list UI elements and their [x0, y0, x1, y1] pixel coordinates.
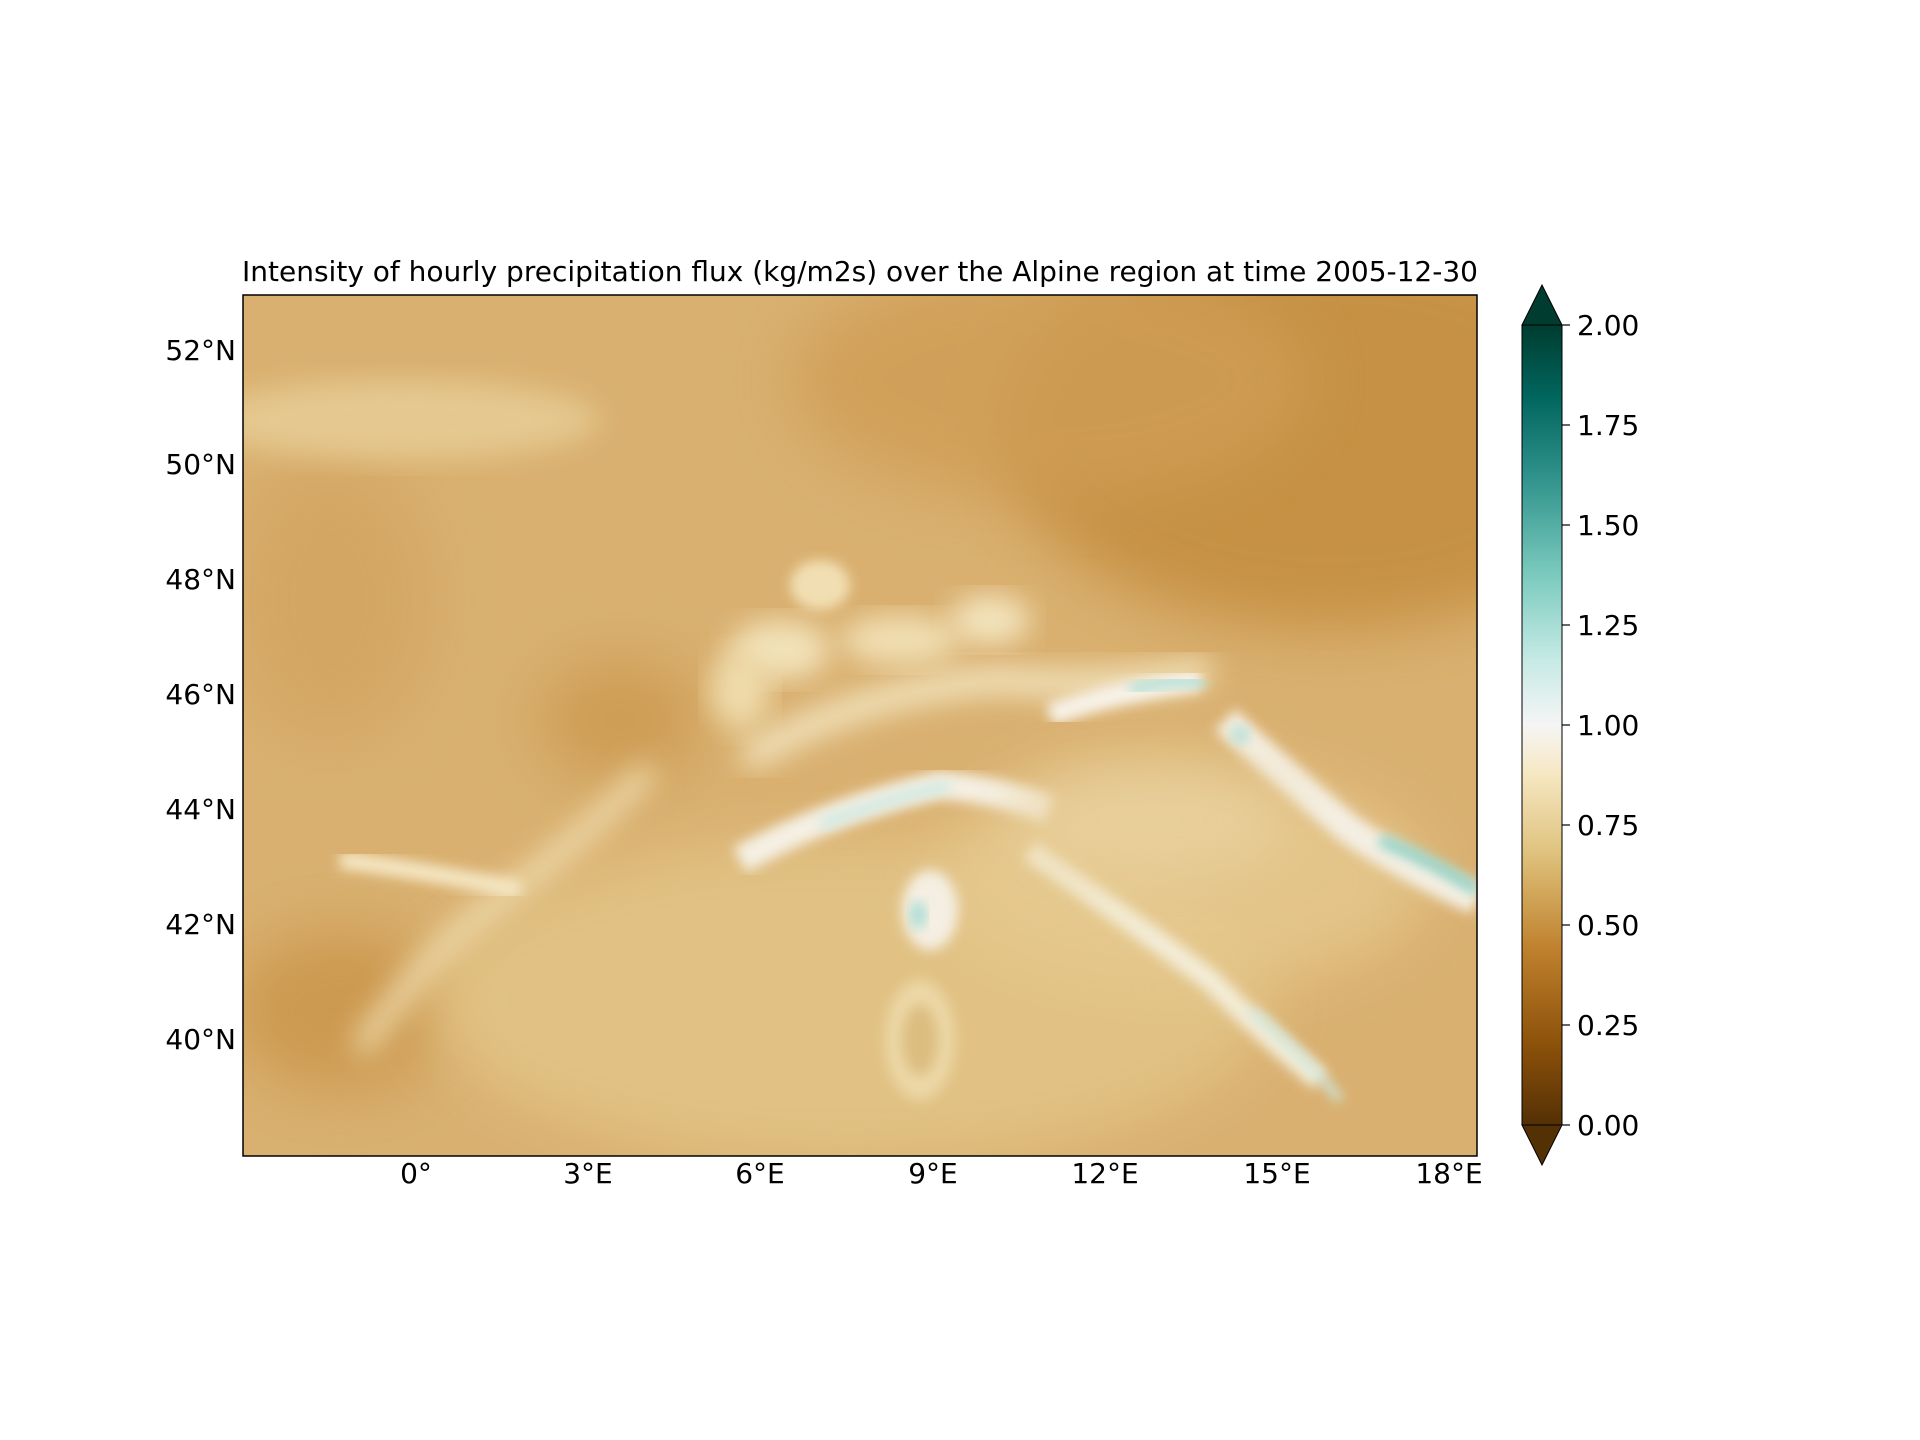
x-tick-label-3: 9°E	[908, 1157, 958, 1190]
y-tick-label-5: 42°N	[165, 908, 236, 941]
colorbar-tick-label: 0.75	[1577, 809, 1639, 842]
x-tick-label-6: 18°E	[1415, 1157, 1482, 1190]
colorbar-extend-min	[1521, 1124, 1563, 1167]
colorbar: 0.00 0.25 0.50 0.75 1.00 1.25 1.50 1.75 2.00	[1521, 283, 1639, 1167]
colorbar-tick-label: 0.50	[1577, 909, 1639, 942]
colorbar-tick-label: 0.25	[1577, 1009, 1639, 1042]
y-tick-label-0: 52°N	[165, 334, 236, 367]
y-axis-ticks: 52°N 50°N 48°N 46°N 44°N 42°N 40°N	[165, 334, 236, 1056]
colorbar-tick-label: 1.25	[1577, 609, 1639, 642]
colorbar-tick-label: 2.00	[1577, 309, 1639, 342]
x-tick-label-0: 0°	[400, 1157, 432, 1190]
colorbar-ticks: 0.00 0.25 0.50 0.75 1.00 1.25 1.50 1.75 2.00	[1562, 309, 1639, 1142]
x-tick-label-4: 12°E	[1071, 1157, 1138, 1190]
colorbar-tick-label: 1.00	[1577, 709, 1639, 742]
colorbar-extend-max	[1521, 283, 1563, 326]
map-frame	[242, 294, 1478, 1157]
x-tick-label-1: 3°E	[563, 1157, 613, 1190]
y-tick-label-3: 46°N	[165, 678, 236, 711]
y-tick-label-1: 50°N	[165, 448, 236, 481]
y-tick-label-2: 48°N	[165, 563, 236, 596]
colorbar-tick-label: 1.75	[1577, 409, 1639, 442]
y-tick-label-4: 44°N	[165, 793, 236, 826]
x-tick-label-5: 15°E	[1243, 1157, 1310, 1190]
colorbar-gradient	[1521, 324, 1563, 1126]
colorbar-tick-label: 1.50	[1577, 509, 1639, 542]
y-tick-label-6: 40°N	[165, 1023, 236, 1056]
precipitation-heatmap	[243, 295, 1477, 1156]
chart-title: Intensity of hourly precipitation flux (…	[242, 255, 1478, 288]
x-tick-label-2: 6°E	[735, 1157, 785, 1190]
x-axis-ticks: 0° 3°E 6°E 9°E 12°E 15°E 18°E	[400, 1157, 1483, 1190]
colorbar-tick-label: 0.00	[1577, 1109, 1639, 1142]
